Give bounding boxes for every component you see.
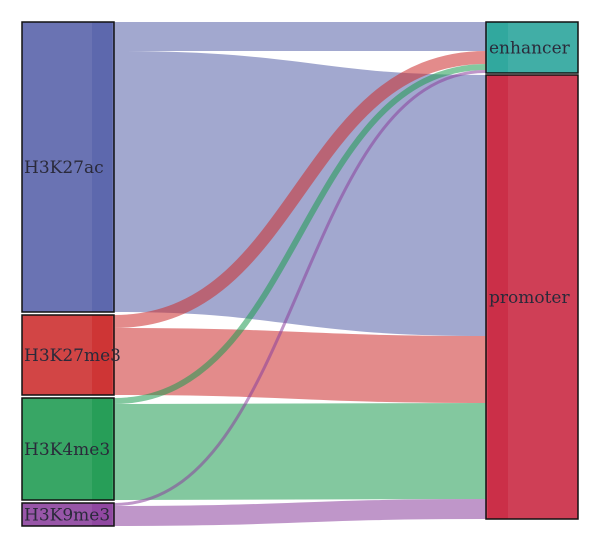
node-H3K27ac-border (21, 21, 115, 313)
node-label-H3K27me3: H3K27me3 (24, 346, 121, 366)
node-label-enhancer: enhancer (489, 39, 571, 59)
link-H3K4me3-to-promoter (113, 403, 487, 500)
link-H3K9me3-to-promoter (113, 499, 487, 526)
node-H3K9me3-body (22, 503, 114, 526)
node-H3K4me3 (21, 397, 115, 501)
node-promoter-strip (488, 75, 508, 519)
link-layer (113, 21, 487, 526)
label-layer: H3K27ac H3K27me3 H3K4me3 H3K9me3 enhancer pro… (24, 39, 571, 526)
node-promoter-border (485, 74, 579, 520)
node-H3K27me3-strip (92, 315, 112, 395)
node-H3K27me3-border (21, 314, 115, 396)
node-H3K9me3-border (21, 502, 115, 527)
node-label-H3K27ac: H3K27ac (24, 158, 104, 178)
node-layer (21, 21, 579, 527)
node-H3K9me3 (21, 502, 115, 527)
node-H3K27ac-strip (92, 22, 112, 312)
node-enhancer-strip (488, 22, 508, 73)
node-H3K9me3-strip (92, 503, 112, 526)
link-H3K4me3-to-enhancer (113, 64, 487, 404)
node-H3K27ac (21, 21, 115, 313)
link-H3K27me3-to-promoter (113, 328, 487, 403)
node-label-H3K9me3: H3K9me3 (24, 506, 110, 526)
node-enhancer (485, 21, 579, 74)
node-enhancer-border (485, 21, 579, 74)
node-label-H3K4me3: H3K4me3 (24, 440, 110, 460)
link-H3K9me3-to-enhancer (113, 70, 487, 506)
node-H3K4me3-border (21, 397, 115, 501)
link-H3K27me3-to-enhancer (113, 51, 487, 328)
node-label-promoter: promoter (489, 288, 570, 308)
node-H3K4me3-strip (92, 398, 112, 500)
node-H3K27me3 (21, 314, 115, 396)
node-promoter (485, 74, 579, 520)
